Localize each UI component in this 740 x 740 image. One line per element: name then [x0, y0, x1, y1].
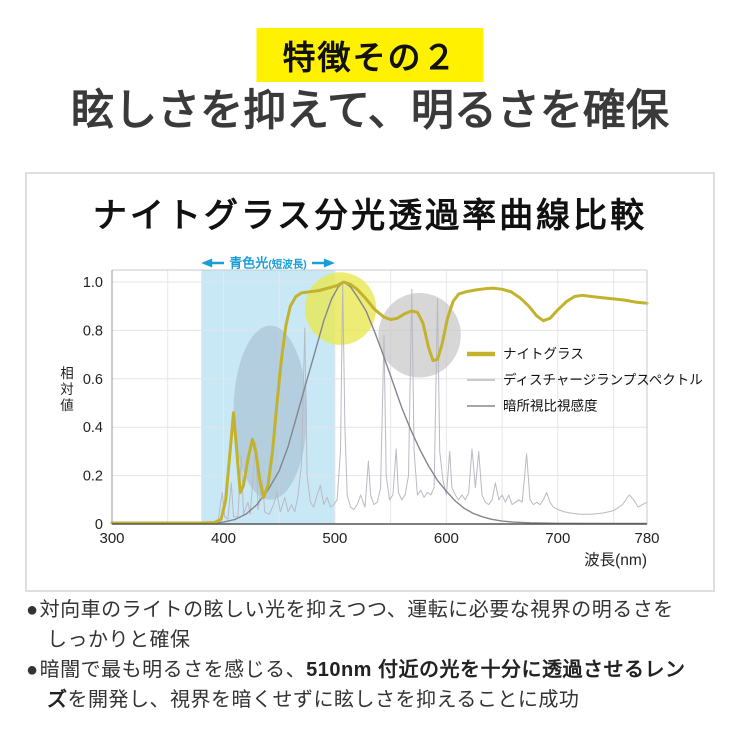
- bullet-marker: ●: [26, 659, 39, 681]
- bullet-2-text-normal: 暗闇で最も明るさを感じる、: [39, 659, 307, 681]
- y-axis-label-char: 相: [60, 366, 74, 381]
- y-tick-label: 0.8: [83, 323, 103, 339]
- blue-gray-ellipse-highlight: [233, 325, 308, 500]
- y-axis-label-char: 値: [60, 398, 74, 413]
- gray-circle-highlight: [378, 292, 461, 378]
- band-arrow-left-head: [201, 258, 213, 268]
- series-line-0: [110, 280, 649, 525]
- y-axis-label-char: 対: [60, 382, 74, 397]
- feature-badge: 特徴その２: [256, 28, 484, 82]
- chart-title: ナイトグラス分光透過率曲線比較: [92, 197, 648, 235]
- bullet-1-text: 対向車のライトの眩しい光を抑えつつ、運転に必要な視界の明るさをしっかりと確保: [39, 599, 674, 651]
- legend-label-0: ナイトグラス: [503, 347, 584, 362]
- y-tick-label: 0: [95, 517, 103, 533]
- x-tick-label: 780: [634, 530, 659, 547]
- legend-label-1: ディスチャージランプスペクトル: [503, 372, 703, 388]
- y-tick-label: 1.0: [83, 275, 103, 291]
- band-arrow-right-head: [323, 258, 335, 268]
- x-tick-label: 500: [322, 530, 347, 547]
- x-axis-label: 波長(nm): [584, 551, 647, 569]
- spectral-transmittance-chart: 300 400 500 600 700 780 0 0.2 0.4 0.6 0.8 1.0 波長(nm)…: [60, 256, 703, 570]
- band-label: 青色光(短波長): [229, 256, 307, 271]
- y-tick-label: 0.4: [83, 420, 103, 436]
- legend-label-2: 暗所視比視感度: [503, 398, 598, 414]
- y-tick-label: 0.2: [83, 469, 103, 485]
- feature-badge-label: 特徴その２: [282, 39, 458, 76]
- y-tick-label: 0.6: [83, 372, 103, 388]
- bullet-2-text-bold-510nm: 510nm 付近の光を十分に透過させるレンズ: [47, 659, 686, 711]
- series-line-2: [111, 281, 648, 525]
- chart-panel: ナイトグラス分光透過率曲線比較 300 400 500 600 700 780 0 0.2 0.…: [25, 172, 715, 592]
- x-tick-label: 300: [99, 530, 124, 547]
- x-tick-label: 700: [545, 530, 570, 547]
- bullet-list: ●対向車のライトの眩しい光を抑えつつ、運転に必要な視界の明るさをしっかりと確保 …: [26, 595, 690, 715]
- x-tick-label: 600: [434, 530, 459, 547]
- series-line-1: [111, 281, 648, 524]
- bullet-marker: ●: [26, 599, 39, 621]
- bullet-2-text-normal: を開発し、視界を暗くせずに眩しさを抑えることに成功: [67, 689, 580, 711]
- bullet-item-2: ●暗闇で最も明るさを感じる、510nm 付近の光を十分に透過させるレンズを開発し…: [26, 655, 690, 715]
- x-tick-label: 400: [211, 530, 236, 547]
- bullet-item-1: ●対向車のライトの眩しい光を抑えつつ、運転に必要な視界の明るさをしっかりと確保: [26, 595, 690, 655]
- main-heading: 眩しさを抑えて、明るさを確保: [71, 87, 669, 135]
